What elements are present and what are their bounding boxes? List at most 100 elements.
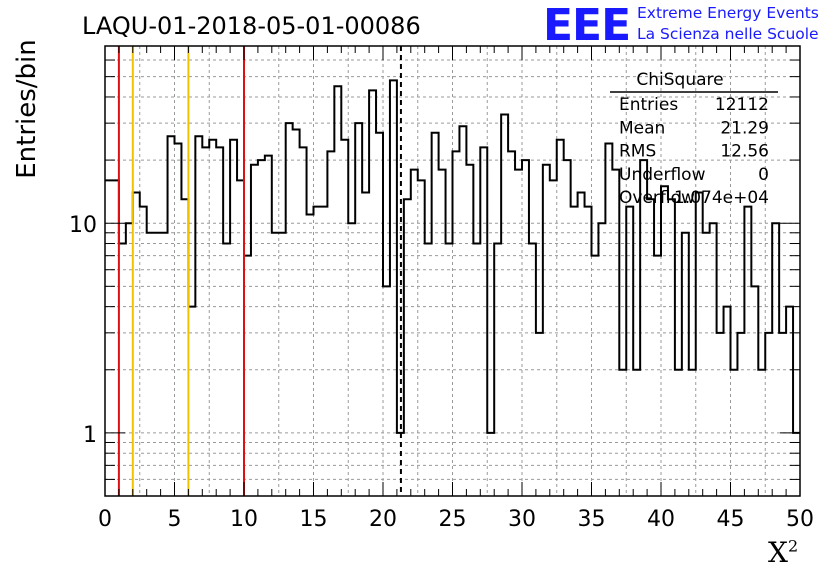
histogram-bin [355, 123, 362, 496]
histogram-bin [320, 207, 327, 496]
histogram-bin [369, 90, 376, 496]
histogram-bin [626, 207, 633, 496]
histogram-bin [578, 193, 585, 496]
histogram-bin [237, 180, 244, 496]
histogram-bin [300, 147, 307, 496]
histogram-bin [605, 143, 612, 496]
histogram-bin [258, 160, 265, 496]
histogram-bin [376, 133, 383, 496]
histogram-bin [286, 123, 293, 496]
x-tick-label: 30 [508, 507, 536, 532]
histogram-bin [112, 180, 119, 496]
histogram-bin [307, 215, 314, 496]
histogram-bin [772, 223, 779, 496]
histogram-bin [362, 193, 369, 496]
x-tick-label: 50 [786, 507, 814, 532]
histogram-bin [522, 160, 529, 496]
histogram-bin [453, 151, 460, 496]
x-tick-label: 35 [578, 507, 606, 532]
stats-row-label: Entries [619, 95, 678, 115]
histogram-bin [717, 333, 724, 496]
histogram-bin [293, 129, 300, 496]
histogram-bin [710, 223, 717, 496]
histogram-bin [696, 193, 703, 496]
histogram-bin [383, 286, 390, 496]
histogram-bin [779, 333, 786, 496]
histogram-bin [133, 193, 140, 496]
histogram-bin [334, 86, 341, 496]
histogram-bin [550, 180, 557, 496]
x-tick-label: 0 [98, 507, 112, 532]
histogram-bin [459, 126, 466, 496]
histogram-bin [786, 307, 793, 496]
x-tick-label: 20 [369, 507, 397, 532]
x-tick-label: 45 [717, 507, 745, 532]
x-tick-label: 10 [230, 507, 258, 532]
histogram-bin [126, 223, 133, 496]
histogram-bin [508, 151, 515, 496]
histogram-bin [244, 256, 251, 496]
stats-row-label: Overflow [619, 188, 695, 208]
histogram-bin [327, 151, 334, 496]
stats-row-value: 0 [758, 165, 769, 185]
stats-row-value: 12.56 [720, 142, 769, 162]
histogram-bin [737, 333, 744, 496]
x-axis-label: X2 [768, 536, 799, 569]
stats-header: ChiSquare [636, 70, 723, 90]
histogram-bin [765, 333, 772, 496]
y-axis-label: Entries/bin [12, 39, 42, 179]
histogram-bin [432, 133, 439, 496]
histogram-bin [147, 233, 154, 496]
stats-row-label: Underflow [619, 165, 706, 185]
logo-line-1: Extreme Energy Events [637, 4, 819, 22]
histogram-bin [188, 307, 195, 496]
histogram-bin [536, 333, 543, 496]
stats-row-value: 21.29 [720, 118, 769, 138]
histogram-bin [751, 286, 758, 496]
chart-title: LAQU-01-2018-05-01-00086 [82, 12, 421, 40]
histogram-bin [418, 180, 425, 496]
histogram-bin [140, 207, 147, 496]
histogram-bin [272, 233, 279, 496]
stats-row-label: RMS [619, 142, 656, 162]
histogram-bin [279, 233, 286, 496]
histogram-bin [592, 256, 599, 496]
x-tick-label: 15 [300, 507, 328, 532]
histogram-bin [466, 165, 473, 496]
histogram-bin [724, 307, 731, 496]
histogram-bin [348, 223, 355, 496]
histogram-bin [216, 147, 223, 496]
histogram-bin [390, 80, 397, 496]
histogram-bin [175, 143, 182, 496]
histogram-bin [598, 223, 605, 496]
histogram-bin [543, 165, 550, 496]
histogram-bin [480, 147, 487, 496]
histogram-bin [585, 207, 592, 496]
histogram-bin [564, 160, 571, 496]
logo-line-2: La Scienza nelle Scuole [637, 25, 819, 43]
histogram-bin [703, 233, 710, 496]
y-tick-label: 10 [69, 213, 97, 238]
histogram-bin [202, 147, 209, 496]
histogram-bin [154, 233, 161, 496]
histogram-bin [314, 207, 321, 496]
stats-row-label: Mean [619, 118, 665, 138]
x-tick-label: 25 [439, 507, 467, 532]
eee-logo: EEE [543, 0, 631, 51]
histogram-bin [105, 180, 112, 496]
stats-row-value: 1.074e+04 [674, 188, 769, 208]
histogram-bin [251, 165, 258, 496]
histogram-bin [744, 207, 751, 496]
histogram-bin [265, 156, 272, 496]
histogram-bin [654, 256, 661, 496]
histogram-bin [640, 160, 647, 496]
histogram-bin [682, 233, 689, 496]
histogram-series [105, 79, 800, 434]
histogram-bin [501, 114, 508, 496]
histogram-bin [161, 233, 168, 496]
stats-row-value: 12112 [715, 95, 769, 115]
x-tick-label: 40 [647, 507, 675, 532]
histogram-bin [571, 207, 578, 496]
x-tick-label: 5 [168, 507, 182, 532]
